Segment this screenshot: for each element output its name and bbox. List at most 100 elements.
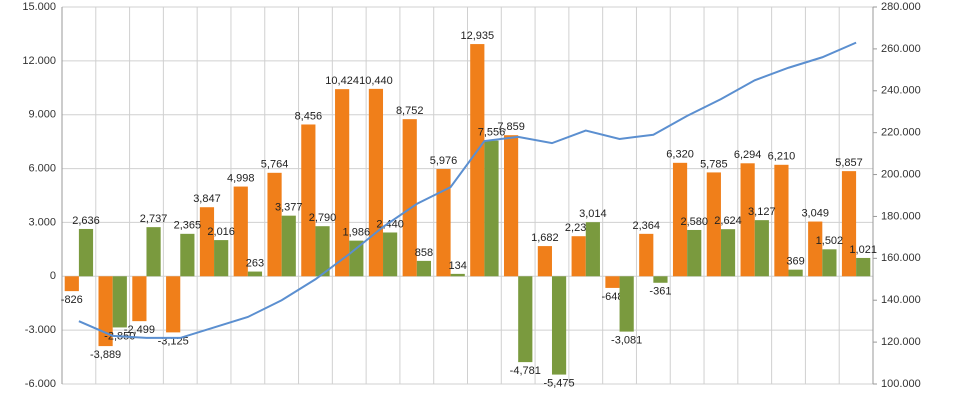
y-tick-label: 6.000 [28,162,56,174]
value-label: 1,502 [816,235,844,247]
bar [571,236,586,277]
bar [132,276,147,322]
bar [808,221,823,277]
bar [233,186,248,277]
value-label: 7,556 [478,127,506,139]
bar [450,273,465,277]
value-label: 2,016 [207,226,235,238]
bar [247,271,263,277]
bar [470,44,485,277]
value-label: -361 [649,286,671,298]
bar [112,276,127,328]
value-label: 2,636 [72,215,100,227]
bar [368,88,384,277]
value-label: 369 [786,256,804,268]
value-label: -5,475 [543,377,574,389]
value-label: 263 [246,257,264,269]
bar [267,172,282,277]
bar [199,207,215,277]
bar [822,249,837,277]
value-label: -3,889 [90,349,121,361]
bar [518,276,533,363]
line [78,41,857,339]
bar [335,89,350,277]
bar [754,220,769,277]
bar [315,226,330,277]
bar [537,246,552,277]
bar [672,162,688,277]
bar [720,229,736,277]
y-tick-label: -6.000 [25,378,56,390]
value-label: 1,986 [343,227,371,239]
value-label: -826 [61,294,83,306]
bar [281,215,296,277]
bar [639,233,654,277]
y2-tick-label: 180.000 [881,210,921,222]
bar [402,119,417,277]
bar [98,276,113,347]
bar [146,227,161,277]
bar [214,240,229,277]
value-label: 5,857 [835,157,863,169]
y2-tick-label: 200.000 [881,168,921,180]
bar [687,229,702,277]
bar [503,135,519,277]
bar [706,172,721,277]
value-label: 2,790 [309,212,337,224]
value-label: 2,624 [714,215,742,227]
bar [841,171,857,277]
y-tick-label: 9.000 [28,109,56,121]
value-label: 3,014 [579,208,607,220]
value-label: 8,752 [396,105,424,117]
bar [856,257,871,277]
y2-tick-label: 160.000 [881,252,921,264]
bar [585,222,600,277]
value-label: 2,232 [565,222,593,234]
value-label: 2,365 [174,220,202,232]
y2-tick-label: 140.000 [881,294,921,306]
bar [301,124,316,277]
bar [383,232,398,277]
value-label: -4,781 [510,365,541,377]
value-label: 6,294 [734,149,762,161]
bar [619,276,634,332]
value-label: 4,998 [227,172,255,184]
bar [653,276,668,283]
y2-tick-label: 280.000 [881,1,921,13]
bar [166,276,181,333]
y-tick-label: -3.000 [25,324,56,336]
y2-tick-label: 240.000 [881,85,921,97]
bar [484,140,499,277]
y2-tick-label: 220.000 [881,127,921,139]
value-label: 2,737 [140,213,168,225]
value-label: 1,021 [849,244,877,256]
value-label: 5,764 [261,159,289,171]
value-label: 6,210 [768,151,796,163]
value-label: -3,081 [611,335,642,347]
value-label: 10,424 [325,75,359,87]
bar [774,164,789,277]
bar [180,233,195,277]
value-label: 3,049 [801,207,829,219]
value-label: 5,976 [430,155,458,167]
bar [349,240,364,277]
value-label: 8,456 [295,110,323,122]
bar [416,260,432,277]
value-label: 3,847 [193,193,221,205]
value-label: 2,364 [632,220,660,232]
y-tick-label: 0 [50,270,56,282]
value-label: 2,580 [680,216,708,228]
value-label: -648 [601,291,623,303]
bar [740,163,755,277]
value-label: 7,859 [497,121,525,133]
value-label: 3,377 [275,202,303,214]
y-tick-label: 15.000 [22,1,56,13]
value-label: 6,320 [666,149,694,161]
value-label: 10,440 [359,75,393,87]
bar [551,276,567,375]
y-tick-label: 12.000 [22,55,56,67]
value-label: 3,127 [748,206,776,218]
value-label: -2,499 [124,324,155,336]
bar [605,276,620,288]
